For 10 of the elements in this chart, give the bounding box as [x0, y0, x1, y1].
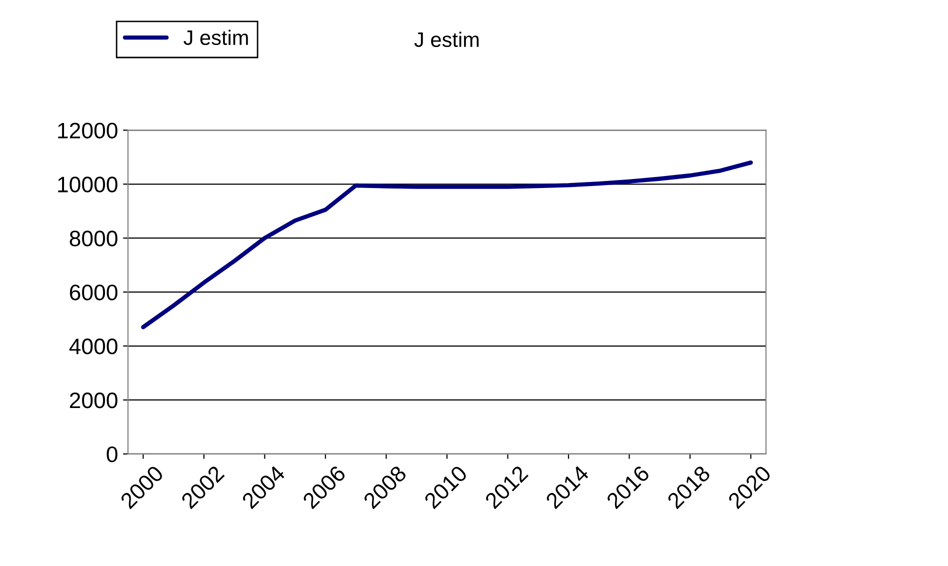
y-tick-label: 6000	[70, 284, 118, 300]
y-tick-label: 0	[106, 446, 118, 462]
y-tick-label: 8000	[70, 230, 118, 246]
chart-title: J estim	[414, 32, 479, 48]
line-series	[141, 160, 753, 330]
y-tick-label: 10000	[58, 176, 118, 192]
y-tick-label: 12000	[58, 122, 118, 138]
y-tick-label: 2000	[70, 392, 118, 408]
legend-label: J estim	[184, 30, 248, 46]
y-tick-label: 4000	[69, 338, 118, 354]
